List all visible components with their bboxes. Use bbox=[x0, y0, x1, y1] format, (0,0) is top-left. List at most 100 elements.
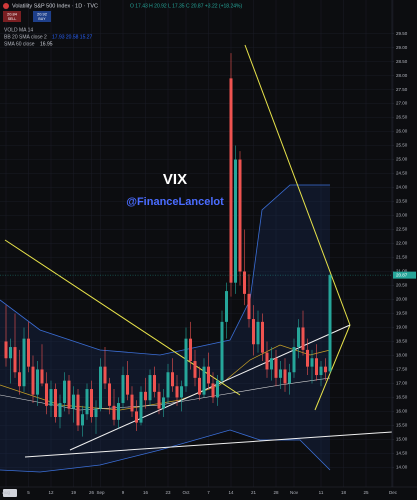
indicator-label: BB 20 SMA close 2 bbox=[4, 34, 47, 40]
y-tick-label: 24.50 bbox=[396, 171, 408, 176]
candle-body bbox=[18, 372, 21, 387]
y-tick-label: 15.00 bbox=[396, 437, 408, 442]
candle-body bbox=[171, 372, 174, 387]
trendline bbox=[314, 324, 351, 411]
y-tick-label: 20.00 bbox=[396, 297, 408, 302]
candle-body bbox=[189, 338, 192, 362]
y-tick-label: 14.50 bbox=[396, 451, 408, 456]
candle-body bbox=[265, 352, 269, 370]
candle-body bbox=[319, 366, 323, 376]
y-tick-label: 22.00 bbox=[396, 241, 408, 246]
buy-label: BUY bbox=[38, 17, 46, 21]
x-tick-label: 25 bbox=[363, 490, 369, 495]
candle-body bbox=[85, 389, 89, 415]
annotation-handle: @FinanceLancelot bbox=[126, 196, 224, 208]
indicator-values: 17.93 20.58 15.27 bbox=[52, 34, 93, 40]
indicator-label: SMA 60 close bbox=[4, 41, 35, 47]
y-tick-label: 17.50 bbox=[396, 367, 408, 372]
candle-body bbox=[58, 403, 62, 418]
candle-body bbox=[270, 358, 273, 370]
indicator-values: 16.95 bbox=[40, 41, 53, 47]
candle-body bbox=[126, 375, 129, 395]
moving-average bbox=[0, 344, 331, 411]
candle-body bbox=[130, 394, 134, 412]
y-tick-label: 16.50 bbox=[396, 395, 408, 400]
x-tick-label: 19 bbox=[71, 490, 77, 495]
x-tick-label: 9 bbox=[122, 490, 125, 495]
candle-body bbox=[9, 347, 12, 359]
symbol-icon bbox=[3, 3, 9, 9]
y-tick-label: 22.50 bbox=[396, 227, 408, 232]
logo bbox=[3, 489, 17, 497]
candle-body bbox=[324, 366, 327, 373]
candle-body bbox=[36, 369, 39, 395]
x-tick-label: Nov bbox=[290, 490, 299, 495]
y-tick-label: 28.50 bbox=[396, 59, 408, 64]
candle-body bbox=[117, 403, 120, 420]
y-tick-label: 16.00 bbox=[396, 409, 408, 414]
candle-body bbox=[90, 389, 93, 418]
buy-button[interactable] bbox=[33, 11, 51, 22]
y-tick-label: 25.00 bbox=[396, 157, 408, 162]
y-tick-label: 29.00 bbox=[396, 45, 408, 50]
candle-body bbox=[108, 383, 111, 406]
candle-body bbox=[220, 321, 224, 381]
candle-body bbox=[99, 366, 102, 409]
indicator-label: VOLD MA 14 bbox=[4, 27, 33, 33]
candle-body bbox=[31, 366, 35, 395]
bollinger-upper bbox=[0, 184, 330, 356]
candle-body bbox=[153, 375, 156, 392]
x-tick-label: 16 bbox=[143, 490, 149, 495]
x-tick-label: Sep bbox=[96, 490, 105, 495]
sell-label: SELL bbox=[8, 17, 17, 21]
y-tick-label: 20.50 bbox=[396, 283, 408, 288]
candle-body bbox=[207, 366, 210, 384]
y-tick-label: 29.50 bbox=[396, 31, 408, 36]
y-tick-label: 28.00 bbox=[396, 73, 408, 78]
sell-button[interactable] bbox=[3, 11, 21, 22]
x-tick-label: Dec bbox=[389, 490, 398, 495]
x-tick-label: 7 bbox=[207, 490, 210, 495]
candle-body bbox=[225, 291, 228, 322]
candle-body bbox=[121, 375, 125, 404]
candle-body bbox=[144, 391, 147, 401]
candle-body bbox=[27, 338, 30, 367]
candle-body bbox=[328, 275, 332, 372]
candle-body bbox=[175, 386, 179, 398]
y-tick-label: 23.00 bbox=[396, 213, 408, 218]
candle-body bbox=[139, 391, 143, 423]
candle-body bbox=[243, 271, 246, 294]
candle-body bbox=[180, 386, 183, 398]
candle-body bbox=[135, 411, 138, 423]
sell-price: 20.84 bbox=[7, 12, 18, 17]
candle-body bbox=[288, 372, 291, 384]
candle-body bbox=[157, 391, 161, 409]
x-tick-label: 5 bbox=[27, 490, 30, 495]
y-tick-label: 27.50 bbox=[396, 87, 408, 92]
candle-body bbox=[261, 321, 264, 353]
y-tick-label: 21.50 bbox=[396, 255, 408, 260]
x-tick-label: 23 bbox=[165, 490, 171, 495]
candle-body bbox=[306, 349, 309, 367]
candle-body bbox=[76, 394, 80, 426]
candle-body bbox=[301, 327, 305, 350]
x-tick-label: 14 bbox=[228, 490, 234, 495]
y-tick-label: 26.50 bbox=[396, 115, 408, 120]
x-tick-label: 18 bbox=[341, 490, 347, 495]
candle-body bbox=[166, 372, 170, 398]
candle-body bbox=[238, 159, 242, 272]
y-tick-label: 19.00 bbox=[396, 325, 408, 330]
candle-body bbox=[81, 414, 84, 426]
candle-body bbox=[148, 375, 152, 401]
candle-body bbox=[211, 383, 215, 398]
y-tick-label: 15.50 bbox=[396, 423, 408, 428]
candle-body bbox=[202, 366, 206, 395]
candle-body bbox=[252, 319, 255, 345]
trendline bbox=[244, 44, 351, 326]
candle-body bbox=[247, 293, 251, 320]
candle-body bbox=[40, 369, 44, 384]
candle-body bbox=[256, 321, 260, 345]
y-tick-label: 23.50 bbox=[396, 199, 408, 204]
candle-body bbox=[4, 341, 8, 359]
